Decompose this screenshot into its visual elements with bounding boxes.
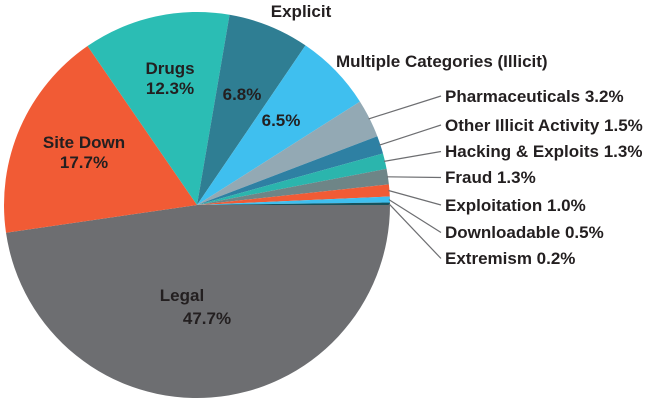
callout-label-extremism: Extremism 0.2%: [445, 249, 576, 268]
slice-pct-multiple-categories: 6.5%: [261, 111, 301, 130]
callout-label-fraud: Fraud 1.3%: [445, 168, 536, 187]
callout-label-hacking-exploits: Hacking & Exploits 1.3%: [445, 142, 643, 161]
pie-slice-downloadable: [197, 196, 390, 205]
leader-line-extremism: [388, 203, 442, 259]
pie-slice-exploitation: [197, 184, 390, 205]
pie-slice-hacking-exploits: [197, 153, 387, 205]
pie-slice-legal: [6, 205, 390, 399]
slice-name-legal: Legal: [159, 286, 205, 305]
leader-line-hacking-exploits: [383, 150, 442, 162]
slice-label-site-down: Site Down 17.7%: [43, 133, 125, 173]
slice-pct-drugs: 12.3%: [145, 79, 195, 98]
slice-pct-explicit: 6.8%: [222, 85, 262, 104]
pie-slice-drugs: [87, 12, 230, 205]
leader-line-other-illicit-activity: [379, 124, 442, 146]
leader-line-downloadable: [388, 199, 442, 234]
pie-slice-fraud: [197, 168, 389, 205]
slice-pct-site-down: 17.7%: [59, 153, 109, 172]
leader-line-exploitation: [388, 189, 442, 206]
slice-label-explicit: Explicit: [270, 2, 332, 21]
pie-slice-multiple-categories-illicit: [197, 45, 360, 206]
slice-label-drugs: Drugs 12.3%: [145, 59, 194, 99]
slice-name-drugs: Drugs: [145, 59, 195, 78]
pie-slice-explicit: [197, 14, 306, 205]
callout-label-pharmaceuticals: Pharmaceuticals 3.2%: [445, 87, 624, 106]
pie-slice-pharmaceuticals: [197, 101, 378, 205]
pie-slice-site-down: [3, 46, 197, 233]
leader-line-fraud: [386, 176, 442, 179]
callout-label-exploitation: Exploitation 1.0%: [445, 196, 586, 215]
callout-label-other-illicit-activity: Other Illicit Activity 1.5%: [445, 116, 643, 135]
leader-line-pharmaceuticals: [368, 95, 442, 120]
pie-slice-other-illicit-activity: [197, 136, 383, 205]
slice-name-site-down: Site Down: [42, 133, 126, 152]
slice-pct-legal: 47.7%: [182, 309, 232, 328]
callout-label-downloadable: Downloadable 0.5%: [445, 223, 604, 242]
slice-label-multiple-categories: Multiple Categories (Illicit): [336, 52, 548, 71]
pie-slice-extremism: [197, 202, 390, 205]
